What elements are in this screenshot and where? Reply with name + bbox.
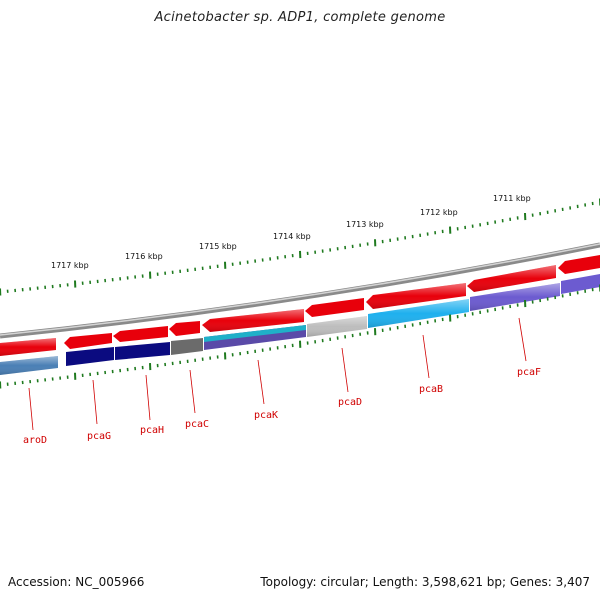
kbp-label-1715: 1715 kbp xyxy=(199,242,237,251)
forward-gene-shine xyxy=(202,309,304,332)
gene-label-pcaH: pcaH xyxy=(140,425,164,436)
forward-gene-arrow xyxy=(169,321,200,336)
gene-label-pcaB: pcaB xyxy=(419,384,443,395)
inner-tick-ring xyxy=(0,284,600,389)
kbp-label-1716: 1716 kbp xyxy=(125,252,163,261)
gene-block-pcaH xyxy=(115,342,170,360)
leader-pcaD xyxy=(341,347,349,393)
reverse-gene-shine xyxy=(0,356,58,375)
leader-pcaB xyxy=(422,334,430,379)
tick-ring xyxy=(0,198,600,296)
leader-pcaF xyxy=(518,317,527,362)
forward-gene-shine xyxy=(467,265,556,292)
kbp-label-1714: 1714 kbp xyxy=(273,232,311,241)
forward-gene-arrow xyxy=(305,298,364,317)
leader-pcaK xyxy=(257,359,265,405)
genome-title: Acinetobacter sp. ADP1, complete genome xyxy=(154,10,446,25)
kbp-label-1717: 1717 kbp xyxy=(51,261,89,270)
kbp-label-1713: 1713 kbp xyxy=(346,220,384,229)
gene-labels: aroD pcaG pcaH pcaC pcaK pcaD pcaB pcaF xyxy=(23,367,541,446)
leader-pcaG xyxy=(92,379,98,425)
forward-gene-shine xyxy=(366,283,466,309)
reverse-strand-genes xyxy=(0,274,600,375)
gene-label-leaders xyxy=(28,317,527,431)
gene-block-next xyxy=(561,274,600,294)
gene-label-pcaD: pcaD xyxy=(338,397,362,408)
forward-gene-shine xyxy=(0,338,56,356)
genome-summary-text: Topology: circular; Length: 3,598,621 bp… xyxy=(260,575,590,589)
kbp-label-1712: 1712 kbp xyxy=(420,208,458,217)
forward-gene-arrow xyxy=(558,255,600,274)
gene-label-pcaG: pcaG xyxy=(87,431,111,442)
genome-backbone-highlight xyxy=(0,243,600,336)
reverse-gene-shine xyxy=(470,283,560,311)
accession-text: Accession: NC_005966 xyxy=(8,575,145,589)
forward-gene-arrow xyxy=(113,326,168,342)
kbp-labels: 1711 kbp 1712 kbp 1713 kbp 1714 kbp 1715… xyxy=(51,194,531,270)
leader-aroD xyxy=(28,387,34,431)
gene-label-pcaC: pcaC xyxy=(185,419,209,430)
gene-block-pcaK-stripe xyxy=(204,325,306,342)
gene-label-aroD: aroD xyxy=(23,435,47,446)
kbp-label-1711: 1711 kbp xyxy=(493,194,531,203)
gene-label-pcaF: pcaF xyxy=(517,367,541,378)
leader-pcaC xyxy=(189,369,196,414)
reverse-gene-shine xyxy=(368,299,469,328)
forward-strand-genes xyxy=(0,255,600,356)
genome-backbone xyxy=(0,242,600,339)
forward-gene-arrow xyxy=(64,333,112,349)
reverse-gene-shine xyxy=(307,316,367,337)
gene-block-pcaC xyxy=(171,338,203,355)
gene-block-pcaG xyxy=(66,347,114,366)
leader-pcaH xyxy=(145,374,151,421)
gene-label-pcaK: pcaK xyxy=(254,410,278,421)
